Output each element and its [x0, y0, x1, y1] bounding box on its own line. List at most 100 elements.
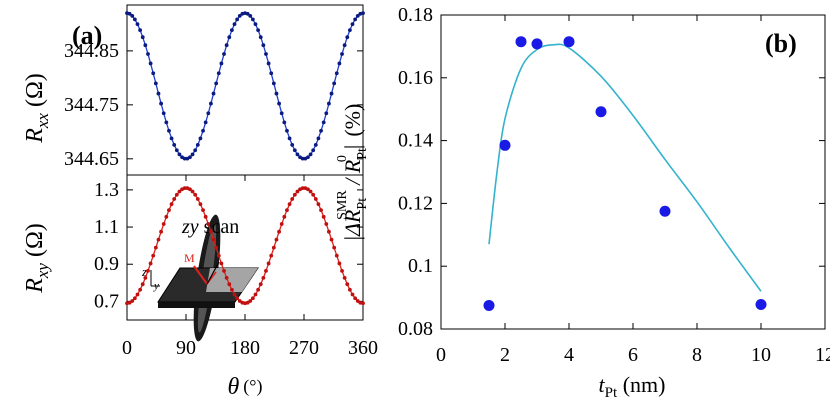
rxy-point — [300, 186, 305, 191]
rxx-point — [355, 14, 360, 18]
rxx-point — [361, 11, 365, 15]
rxy-point — [227, 282, 232, 287]
rxx-point — [340, 52, 344, 56]
rxy-point — [248, 299, 253, 303]
rxy-point — [347, 287, 352, 292]
rxy-point — [295, 189, 300, 194]
rxx-point — [253, 22, 258, 27]
rxy-point — [143, 275, 148, 280]
rxx-point — [138, 28, 143, 33]
y-tick-label: 1.1 — [94, 216, 119, 238]
smr-data-point — [499, 139, 511, 151]
y-tick-label: 0.08 — [398, 318, 433, 340]
rxy-point — [306, 187, 310, 192]
rxy-point — [229, 287, 234, 292]
rxy-point — [172, 197, 177, 201]
panel-a-bottom-y-ticks: 0.7 0.9 1.1 1.3 — [94, 179, 363, 312]
rxy-point — [209, 229, 213, 234]
rxy-point — [167, 208, 171, 213]
rxx-point — [201, 128, 205, 133]
rxy-point — [329, 237, 334, 242]
panel-a-bottom: M z y zy scan 0 90 180 270 360 0.70.91.11.3 … — [22, 174, 378, 400]
panel-a-label: (a) — [72, 21, 102, 50]
rxx-point — [266, 61, 271, 66]
rxy-point — [153, 245, 158, 250]
rxy-point — [285, 208, 289, 213]
rxy-point — [211, 237, 216, 242]
rxx-point — [190, 152, 195, 157]
rxx-point — [193, 148, 198, 153]
rxy-point — [334, 253, 339, 258]
rxx-point — [271, 81, 276, 86]
rxy-point — [201, 208, 205, 213]
panel-a-bottom-x-ticks: 0 90 180 270 360 — [122, 175, 378, 359]
rxx-point — [306, 155, 310, 160]
rxx-point — [353, 17, 358, 22]
fit-line — [488, 43, 762, 292]
rxx-point — [156, 91, 161, 96]
rxx-point — [161, 111, 166, 116]
rxy-point — [332, 245, 337, 250]
rxy-point — [135, 292, 140, 297]
rxy-point — [290, 197, 295, 201]
inset-y-label: y — [153, 280, 159, 292]
rxx-point — [227, 35, 232, 40]
y-tick-label: 1.3 — [94, 179, 119, 201]
rxy-point — [148, 261, 153, 266]
rxy-point — [169, 202, 174, 207]
rxy-point — [271, 245, 276, 250]
rxx-point — [159, 101, 163, 106]
theta-xlabel: θ (°) — [228, 374, 263, 400]
rxx-point — [143, 43, 148, 48]
rxy-point — [224, 275, 229, 280]
rxy-point — [216, 253, 221, 258]
x-tick-label: 8 — [692, 344, 702, 366]
rxx-point — [282, 120, 287, 125]
rxx-point — [130, 14, 135, 18]
rxy-point — [193, 192, 198, 197]
panel-a-top: 344.65 344.75 344.85 (a) Rxx(Ω) — [22, 4, 365, 176]
y-tick-label: 0.18 — [398, 4, 433, 26]
rxy-point — [206, 222, 211, 226]
smr-ylabel: |ΔRPtSMR / RPt0|(%) — [335, 104, 370, 241]
rxx-point — [347, 28, 352, 33]
rxx-point — [182, 156, 187, 161]
rxx-point — [277, 101, 281, 106]
panel-b: 0 2 4 6 8 10 12 0.08 0.1 0.12 0.14 0.16 0.18 (b) tP… — [335, 4, 830, 401]
rxx-point — [216, 71, 221, 76]
smr-data-point — [595, 106, 607, 118]
rxy-point — [337, 261, 342, 266]
rxx-point — [198, 136, 203, 141]
rxy-point — [342, 275, 347, 280]
rxx-point — [146, 52, 150, 56]
z-axis-line — [206, 261, 220, 285]
rxx-point — [295, 152, 300, 157]
rxy-point — [222, 269, 226, 273]
smr-data-point — [563, 36, 575, 48]
y-tick-label: 0.9 — [94, 253, 119, 275]
sample-slab-pt-layer — [206, 268, 258, 292]
rxx-point — [311, 148, 316, 153]
scan-geometry-inset: M z y zy scan — [141, 214, 259, 342]
rxx-point — [148, 61, 153, 66]
rxy-point — [130, 299, 135, 303]
rxx-point — [332, 81, 337, 86]
rxy-point — [313, 197, 318, 201]
panel-a-top-y-ticks: 344.65 344.75 344.85 — [64, 40, 363, 170]
rxx-point — [285, 128, 289, 133]
rxy-point — [190, 189, 195, 194]
rxx-point — [188, 155, 192, 160]
rxx-point — [321, 120, 326, 125]
x-tick-label: 4 — [564, 344, 574, 366]
rxx-point — [274, 91, 279, 96]
y-tick-label: 0.7 — [94, 290, 119, 312]
rxx-point — [229, 28, 234, 33]
rxy-point — [156, 237, 161, 242]
rxx-point — [324, 111, 329, 116]
y-tick-label: 0.14 — [398, 130, 433, 152]
rxx-point — [292, 148, 297, 153]
rxy-point — [279, 222, 284, 226]
rxx-point — [261, 43, 266, 48]
rxy-point — [350, 292, 355, 297]
